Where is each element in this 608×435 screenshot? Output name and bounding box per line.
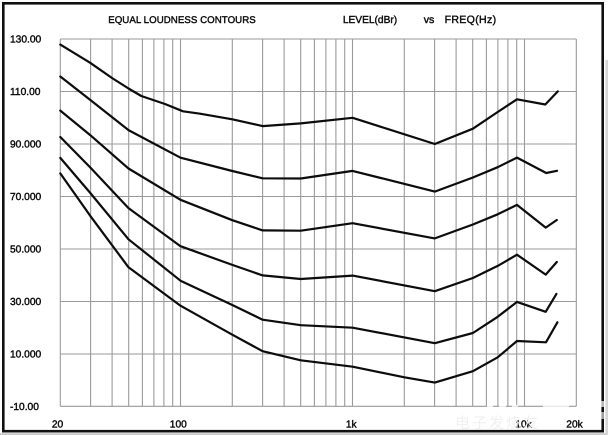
svg-text:20: 20 <box>52 420 64 431</box>
svg-text:-10.00: -10.00 <box>10 402 39 413</box>
svg-text:50.000: 50.000 <box>10 245 41 256</box>
svg-text:LEVEL(dBr): LEVEL(dBr) <box>343 15 397 26</box>
svg-text:10k: 10k <box>515 420 532 431</box>
svg-text:EQUAL LOUDNESS CONTOURS: EQUAL LOUDNESS CONTOURS <box>108 15 256 26</box>
svg-text:100: 100 <box>170 420 187 431</box>
svg-text:20k: 20k <box>566 420 583 431</box>
svg-text:FREQ(Hz): FREQ(Hz) <box>445 14 497 26</box>
svg-text:10.000: 10.000 <box>10 350 41 361</box>
svg-text:90.000: 90.000 <box>10 140 41 151</box>
svg-text:70.000: 70.000 <box>10 192 41 203</box>
svg-text:vs: vs <box>424 14 435 26</box>
svg-text:110.00: 110.00 <box>10 87 41 98</box>
svg-text:电子发烧友: 电子发烧友 <box>455 415 540 432</box>
svg-text:1k: 1k <box>346 420 358 431</box>
svg-text:30.000: 30.000 <box>10 297 41 308</box>
svg-text:130.00: 130.00 <box>10 35 41 46</box>
